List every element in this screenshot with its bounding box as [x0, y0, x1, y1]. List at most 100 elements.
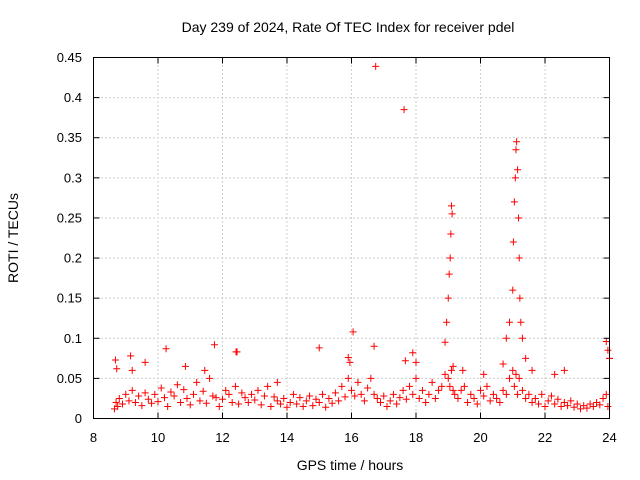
data-point	[383, 402, 391, 410]
data-point	[338, 382, 346, 390]
x-tick-label: 10	[151, 430, 165, 445]
data-point	[254, 386, 262, 394]
data-point	[509, 286, 517, 294]
data-point	[386, 397, 394, 405]
data-point	[346, 358, 354, 366]
data-point	[377, 398, 385, 406]
data-point	[396, 394, 404, 402]
y-tick-label: 0.1	[64, 331, 82, 346]
data-point	[449, 362, 457, 370]
data-point	[445, 270, 453, 278]
data-point	[447, 202, 455, 210]
data-point	[483, 382, 491, 390]
data-point	[518, 386, 526, 394]
data-point	[418, 386, 426, 394]
x-tick-label: 18	[409, 430, 423, 445]
data-point	[157, 384, 165, 392]
data-point	[541, 402, 549, 410]
data-point	[257, 401, 265, 409]
data-point	[177, 398, 185, 406]
data-point	[412, 358, 420, 366]
data-point	[127, 352, 135, 360]
data-point	[141, 389, 149, 397]
data-point	[459, 366, 467, 374]
data-point	[167, 388, 175, 396]
data-point	[283, 403, 291, 411]
data-point	[589, 402, 597, 410]
data-point	[509, 238, 517, 246]
data-point	[402, 395, 410, 403]
data-point	[170, 392, 178, 400]
data-point	[444, 374, 452, 382]
data-point	[447, 366, 455, 374]
data-point	[446, 382, 454, 390]
data-point	[244, 398, 252, 406]
data-point	[457, 386, 465, 394]
data-point	[331, 389, 339, 397]
data-point	[119, 400, 127, 408]
data-point	[111, 356, 119, 364]
data-point	[502, 390, 510, 398]
data-point	[232, 348, 240, 356]
data-point	[443, 318, 451, 326]
data-point	[241, 394, 249, 402]
data-point	[231, 382, 239, 390]
data-point	[215, 402, 223, 410]
x-tick-label: 20	[473, 430, 487, 445]
data-point	[270, 393, 278, 401]
data-point	[138, 402, 146, 410]
data-point	[525, 390, 533, 398]
data-point	[422, 398, 430, 406]
data-point	[547, 392, 555, 400]
data-point	[544, 397, 552, 405]
data-point	[528, 366, 536, 374]
y-tick-label: 0.25	[57, 210, 82, 225]
data-point	[506, 374, 514, 382]
data-point	[514, 166, 522, 174]
data-point	[496, 398, 504, 406]
data-point	[493, 394, 501, 402]
data-point	[449, 386, 457, 394]
data-point	[112, 398, 120, 406]
data-point	[162, 345, 170, 353]
x-tick-label: 8	[90, 430, 97, 445]
data-point	[125, 397, 133, 405]
data-point	[412, 374, 420, 382]
data-point	[113, 365, 121, 373]
data-point	[286, 398, 294, 406]
x-axis-ticks: 8 10 12 14 16 18 20 22 24	[90, 57, 617, 445]
data-point	[480, 392, 488, 400]
data-point	[499, 386, 507, 394]
y-tick-label: 0	[75, 411, 82, 426]
data-point	[164, 402, 172, 410]
data-point	[522, 354, 530, 362]
data-point	[560, 366, 568, 374]
x-tick-label: 12	[215, 430, 229, 445]
data-point	[148, 399, 156, 407]
data-point	[486, 397, 494, 405]
y-tick-label: 0.15	[57, 291, 82, 306]
data-point	[510, 198, 518, 206]
data-point	[604, 346, 612, 354]
data-point	[451, 390, 459, 398]
data-point	[435, 386, 443, 394]
data-point	[448, 210, 456, 218]
data-point	[499, 360, 507, 368]
data-point	[315, 398, 323, 406]
data-point	[576, 405, 584, 413]
data-point	[225, 390, 233, 398]
data-point	[302, 397, 310, 405]
data-point	[160, 394, 168, 402]
data-point	[173, 381, 181, 389]
data-point	[554, 395, 562, 403]
data-point	[535, 400, 543, 408]
data-point	[401, 357, 409, 365]
y-tick-label: 0.2	[64, 251, 82, 266]
data-point	[293, 400, 301, 408]
data-point	[557, 402, 565, 410]
data-point	[596, 401, 604, 409]
data-point	[599, 394, 607, 402]
data-point	[464, 398, 472, 406]
data-point	[180, 386, 188, 394]
